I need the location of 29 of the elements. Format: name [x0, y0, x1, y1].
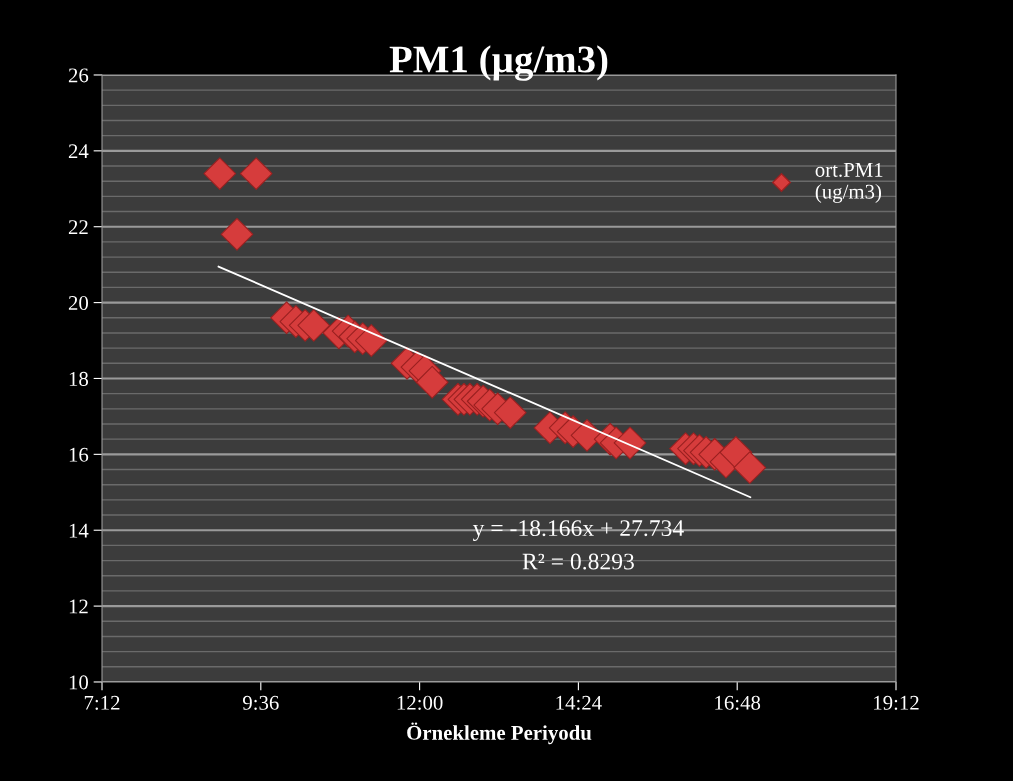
y-tick-label: 22	[68, 220, 88, 234]
point	[203, 157, 237, 191]
point	[354, 324, 388, 357]
point	[733, 451, 767, 485]
point	[493, 396, 527, 430]
legend-label: ort.PM1 (ug/m3)	[815, 162, 883, 203]
y-tick-label: 18	[69, 371, 89, 386]
x-tick-label: 16:48	[715, 695, 761, 710]
point	[415, 365, 449, 399]
chart-title: PM1 (µg/m3)	[389, 45, 608, 81]
x-tick-label: 9:36	[242, 695, 279, 710]
point	[297, 308, 331, 342]
y-tick-label: 26	[68, 68, 89, 83]
x-tick-label: 14:24	[556, 695, 602, 710]
point	[239, 157, 273, 191]
annotation: R² = 0.8293	[522, 553, 634, 570]
y-tick-label: 10	[69, 675, 89, 690]
x-axis-title: Örnekleme Periyodu	[407, 722, 592, 745]
point	[613, 426, 647, 460]
x-tick-label: 7:12	[84, 695, 120, 710]
y-tick-label: 12	[69, 599, 88, 614]
x-tick-label: 19:12	[874, 695, 919, 710]
y-tick-label: 24	[68, 144, 89, 159]
annotation: y = -18.166x + 27.734	[472, 520, 684, 541]
y-tick-label: 14	[69, 523, 89, 538]
y-tick-label: 20	[68, 295, 89, 311]
y-tick-label: 16	[69, 447, 89, 462]
x-tick-label: 12:00	[397, 695, 443, 710]
point	[220, 217, 254, 251]
